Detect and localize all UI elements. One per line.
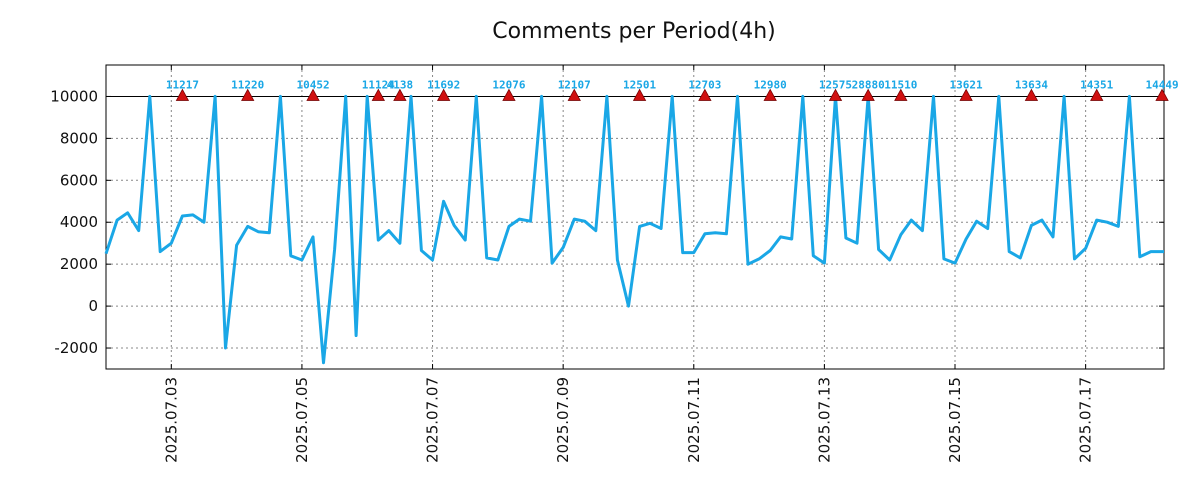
peak-label: 12107 [558,78,591,91]
peak-label: 14449 [1145,78,1178,91]
y-tick-label: 8000 [60,129,98,147]
peak-label: 10452 [296,78,329,91]
plot-frame [105,64,1165,370]
y-tick-label: -2000 [54,339,98,357]
x-tick-label: 2025.07.13 [815,377,833,463]
peak-marker [306,88,320,101]
peak-label: 12703 [688,78,721,91]
x-tick-label: 2025.07.11 [685,377,703,463]
peak-label: 12575 [819,78,852,91]
peak-marker [175,88,190,101]
peak-label: 11220 [231,78,264,91]
peak-label: 13621 [950,78,983,91]
peak-label: 11510 [884,78,917,91]
x-tick-label: 2025.07.15 [946,377,964,463]
x-tick-label: 2025.07.17 [1077,377,1095,463]
series-line-comments [104,94,1164,365]
peak-marker [959,88,973,101]
y-axis: -2000 0 2000 4000 6000 8000 10000 [50,87,1164,357]
y-tick-label: 0 [88,297,98,315]
x-axis: 2025.07.03 2025.07.05 2025.07.07 2025.07.09… [162,65,1095,463]
peak-marker [567,88,581,101]
peak-label: 12980 [754,78,787,91]
peak-marker [371,88,386,101]
peak-marker [894,88,908,101]
y-tick-label: 4000 [60,213,98,231]
peak-label: 11217 [166,78,199,91]
peak-marker [632,88,647,101]
peak-marker [502,88,516,101]
peak-marker [763,88,777,101]
peak-label: 4138 [387,78,414,91]
peak-label: 13634 [1015,78,1048,91]
peak-marker [698,88,712,101]
peak-label: 12501 [623,78,656,91]
peak-label: 11124 [362,78,395,91]
peak-label: 14351 [1080,78,1113,91]
peak-marker [393,88,407,101]
x-tick-label: 2025.07.03 [162,377,180,463]
peak-label: 28880 [852,78,885,91]
peak-marker [828,88,843,101]
peak-marker [241,88,255,101]
peak-label: 11692 [427,78,460,91]
peak-marker [436,88,451,101]
y-tick-label: 10000 [50,87,98,105]
chart-title: Comments per Period(4h) [492,19,776,44]
peak-marker [1090,88,1104,101]
x-tick-label: 2025.07.07 [424,377,442,463]
peak-label: 12076 [492,78,525,91]
x-tick-label: 2025.07.09 [554,377,572,463]
peak-marker [861,88,875,101]
grid [106,65,1164,369]
y-tick-label: 2000 [60,255,98,273]
peak-marker [1024,88,1039,101]
x-tick-label: 2025.07.05 [293,377,311,463]
peak-marker [1155,88,1169,101]
y-tick-label: 6000 [60,171,98,189]
